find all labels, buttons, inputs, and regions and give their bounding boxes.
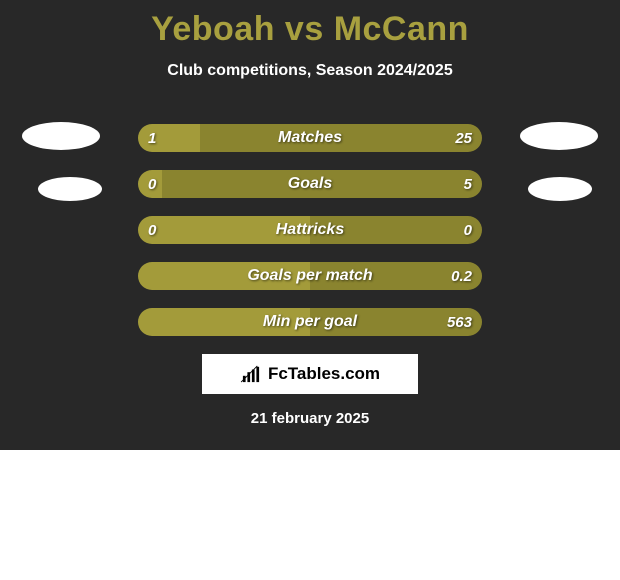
infographic-canvas: Yeboah vs McCann Club competitions, Seas… (0, 0, 620, 580)
player-left-avatar (22, 122, 100, 150)
stat-row: 00Hattricks (138, 216, 482, 244)
brand-box: FcTables.com (202, 354, 418, 394)
stat-label: Goals per match (138, 262, 482, 290)
stat-row: 125Matches (138, 124, 482, 152)
stat-label: Goals (138, 170, 482, 198)
brand-text: FcTables.com (268, 364, 380, 384)
stat-row: 563Min per goal (138, 308, 482, 336)
stat-label: Matches (138, 124, 482, 152)
bar-chart-icon (240, 365, 262, 383)
player-right-avatar (520, 122, 598, 150)
page-subtitle: Club competitions, Season 2024/2025 (0, 62, 620, 80)
stat-bars: 125Matches 05Goals 00Hattricks 0.2Goals per… (138, 124, 482, 354)
stat-row: 0.2Goals per match (138, 262, 482, 290)
stat-row: 05Goals (138, 170, 482, 198)
stat-label: Min per goal (138, 308, 482, 336)
date-text: 21 february 2025 (0, 410, 620, 427)
team-left-avatar (38, 177, 102, 201)
stat-label: Hattricks (138, 216, 482, 244)
team-right-avatar (528, 177, 592, 201)
page-title: Yeboah vs McCann (0, 10, 620, 49)
